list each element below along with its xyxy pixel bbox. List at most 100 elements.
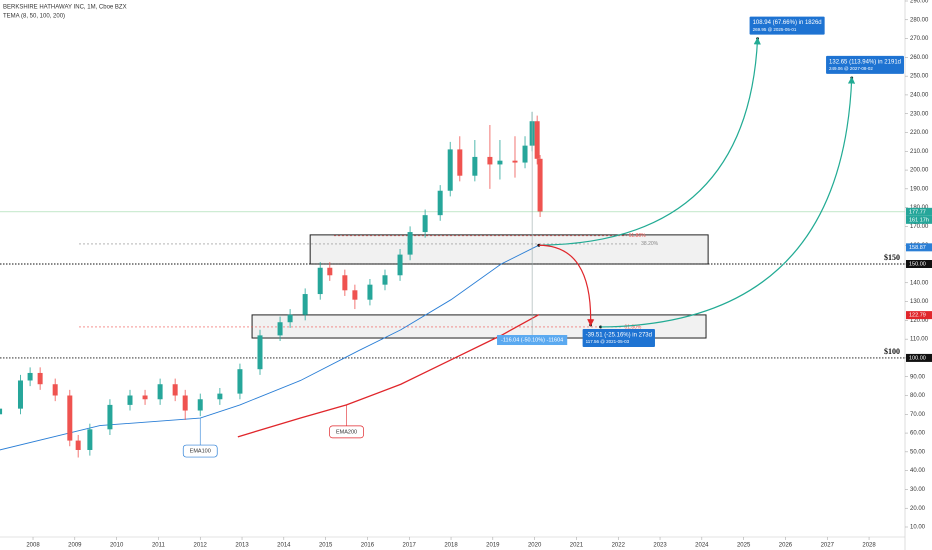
x-tick-label: 2011 <box>152 543 166 549</box>
candle-body <box>27 372 33 381</box>
price-tag-label: 158.87 <box>909 245 926 251</box>
candle-body <box>197 399 203 411</box>
y-tick-label: 290.00 <box>910 0 929 5</box>
candle-body <box>317 267 323 295</box>
y-tick-label: 230.00 <box>910 111 929 117</box>
candle-body <box>107 404 113 430</box>
ema-callout-box <box>329 425 364 439</box>
x-tick-label: 2026 <box>779 543 793 549</box>
candle-body <box>327 267 333 276</box>
candle-body <box>75 440 81 450</box>
y-tick-label: 210.00 <box>910 149 929 155</box>
candle-body <box>534 121 540 159</box>
y-tick-label: 140.00 <box>910 280 929 286</box>
level-tag <box>906 353 932 362</box>
candle-body <box>472 156 478 176</box>
projection-detail: 269.95 @ 2025-05-01 <box>753 27 797 32</box>
x-tick-label: 2025 <box>737 543 751 549</box>
price-tag-label: 122.79 <box>909 313 926 319</box>
chart-title: BERKSHIRE HATHAWAY INC, 1M, Cboe BZX <box>3 5 127 11</box>
y-tick-label: 170.00 <box>910 224 929 230</box>
projection-text: 132.65 (113.94%) in 2191d <box>829 59 901 65</box>
y-tick-label: 10.00 <box>910 525 926 531</box>
candle-body <box>67 395 73 441</box>
y-tick-label: 110.00 <box>910 337 929 343</box>
candle-body <box>512 160 518 163</box>
x-tick-label: 2014 <box>277 543 291 549</box>
candle-body <box>37 372 43 385</box>
x-tick-label: 2017 <box>403 543 417 549</box>
projection-start <box>599 325 603 329</box>
level-label: $150 <box>884 253 900 262</box>
projection-start <box>537 243 541 247</box>
projection-box <box>826 55 904 74</box>
candle-body <box>447 149 453 191</box>
candle-body <box>497 160 503 165</box>
projection-box <box>582 328 655 347</box>
candle-body <box>182 395 188 411</box>
y-tick-label: 240.00 <box>910 93 929 99</box>
x-tick-label: 2016 <box>361 543 375 549</box>
x-tick-label: 2010 <box>110 543 124 549</box>
x-tick-label: 2008 <box>26 543 40 549</box>
countdown-label: 161 17h <box>909 217 929 223</box>
y-tick-label: 60.00 <box>910 431 926 437</box>
projection-text: 108.94 (67.66%) in 1826d <box>753 20 822 26</box>
y-tick-label: 30.00 <box>910 487 926 493</box>
zone-box <box>309 234 709 265</box>
candle-body <box>457 149 463 176</box>
y-tick-label: 250.00 <box>910 74 929 80</box>
candle-body <box>17 380 23 409</box>
candle-body <box>0 408 3 415</box>
candle-body <box>277 322 283 336</box>
projection-text: -39.51 (-25.16%) in 273d <box>586 333 652 339</box>
x-tick-label: 2028 <box>862 543 876 549</box>
projection-arrow <box>538 37 761 246</box>
price-tag <box>906 207 932 216</box>
candle-body <box>437 190 443 216</box>
indicator-label: TEMA (8, 50, 100, 200) <box>3 14 65 20</box>
candle-body <box>367 284 373 300</box>
fib-label: 61.80% <box>624 324 642 330</box>
measure-box <box>497 335 568 346</box>
x-tick-label: 2009 <box>68 543 82 549</box>
y-tick-label: 220.00 <box>910 130 929 136</box>
candle-body <box>397 254 403 276</box>
candle-body <box>237 369 243 394</box>
x-tick-label: 2015 <box>319 543 333 549</box>
fib-label: 61.80% <box>629 233 647 239</box>
candle-body <box>87 429 93 450</box>
ema-label: EMA200 <box>336 429 357 435</box>
y-tick-label: 130.00 <box>910 299 929 305</box>
candle-body <box>157 384 163 400</box>
candle-body <box>407 232 413 255</box>
y-tick-label: 270.00 <box>910 36 929 42</box>
candle-body <box>142 395 148 400</box>
x-tick-label: 2013 <box>235 543 249 549</box>
projection-arrow <box>600 76 856 328</box>
x-tick-label: 2020 <box>528 543 542 549</box>
x-tick-label: 2027 <box>821 543 835 549</box>
x-tick-label: 2023 <box>653 543 667 549</box>
candle-body <box>422 215 428 233</box>
fib-label: 38.20% <box>641 241 659 247</box>
countdown-tag <box>906 215 932 224</box>
projection-arrow <box>538 244 595 327</box>
ema-label: EMA100 <box>190 448 211 454</box>
y-tick-label: 40.00 <box>910 468 926 474</box>
y-tick-label: 80.00 <box>910 393 926 399</box>
y-tick-label: 120.00 <box>910 318 929 324</box>
candle-body <box>172 384 178 396</box>
axis-layer: 10.00 20.00 30.00 40.00 50.00 60.00 70.00 80.00… <box>26 0 932 549</box>
price-tag <box>906 311 932 320</box>
x-tick-label: 2019 <box>486 543 500 549</box>
y-tick-label: 90.00 <box>910 374 926 380</box>
y-tick-label: 50.00 <box>910 449 926 455</box>
level-label: $100 <box>884 347 900 356</box>
candle-body <box>487 156 493 165</box>
level-tag <box>906 260 932 268</box>
x-tick-label: 2012 <box>194 543 208 549</box>
level-tag-label: 100.00 <box>909 355 926 361</box>
